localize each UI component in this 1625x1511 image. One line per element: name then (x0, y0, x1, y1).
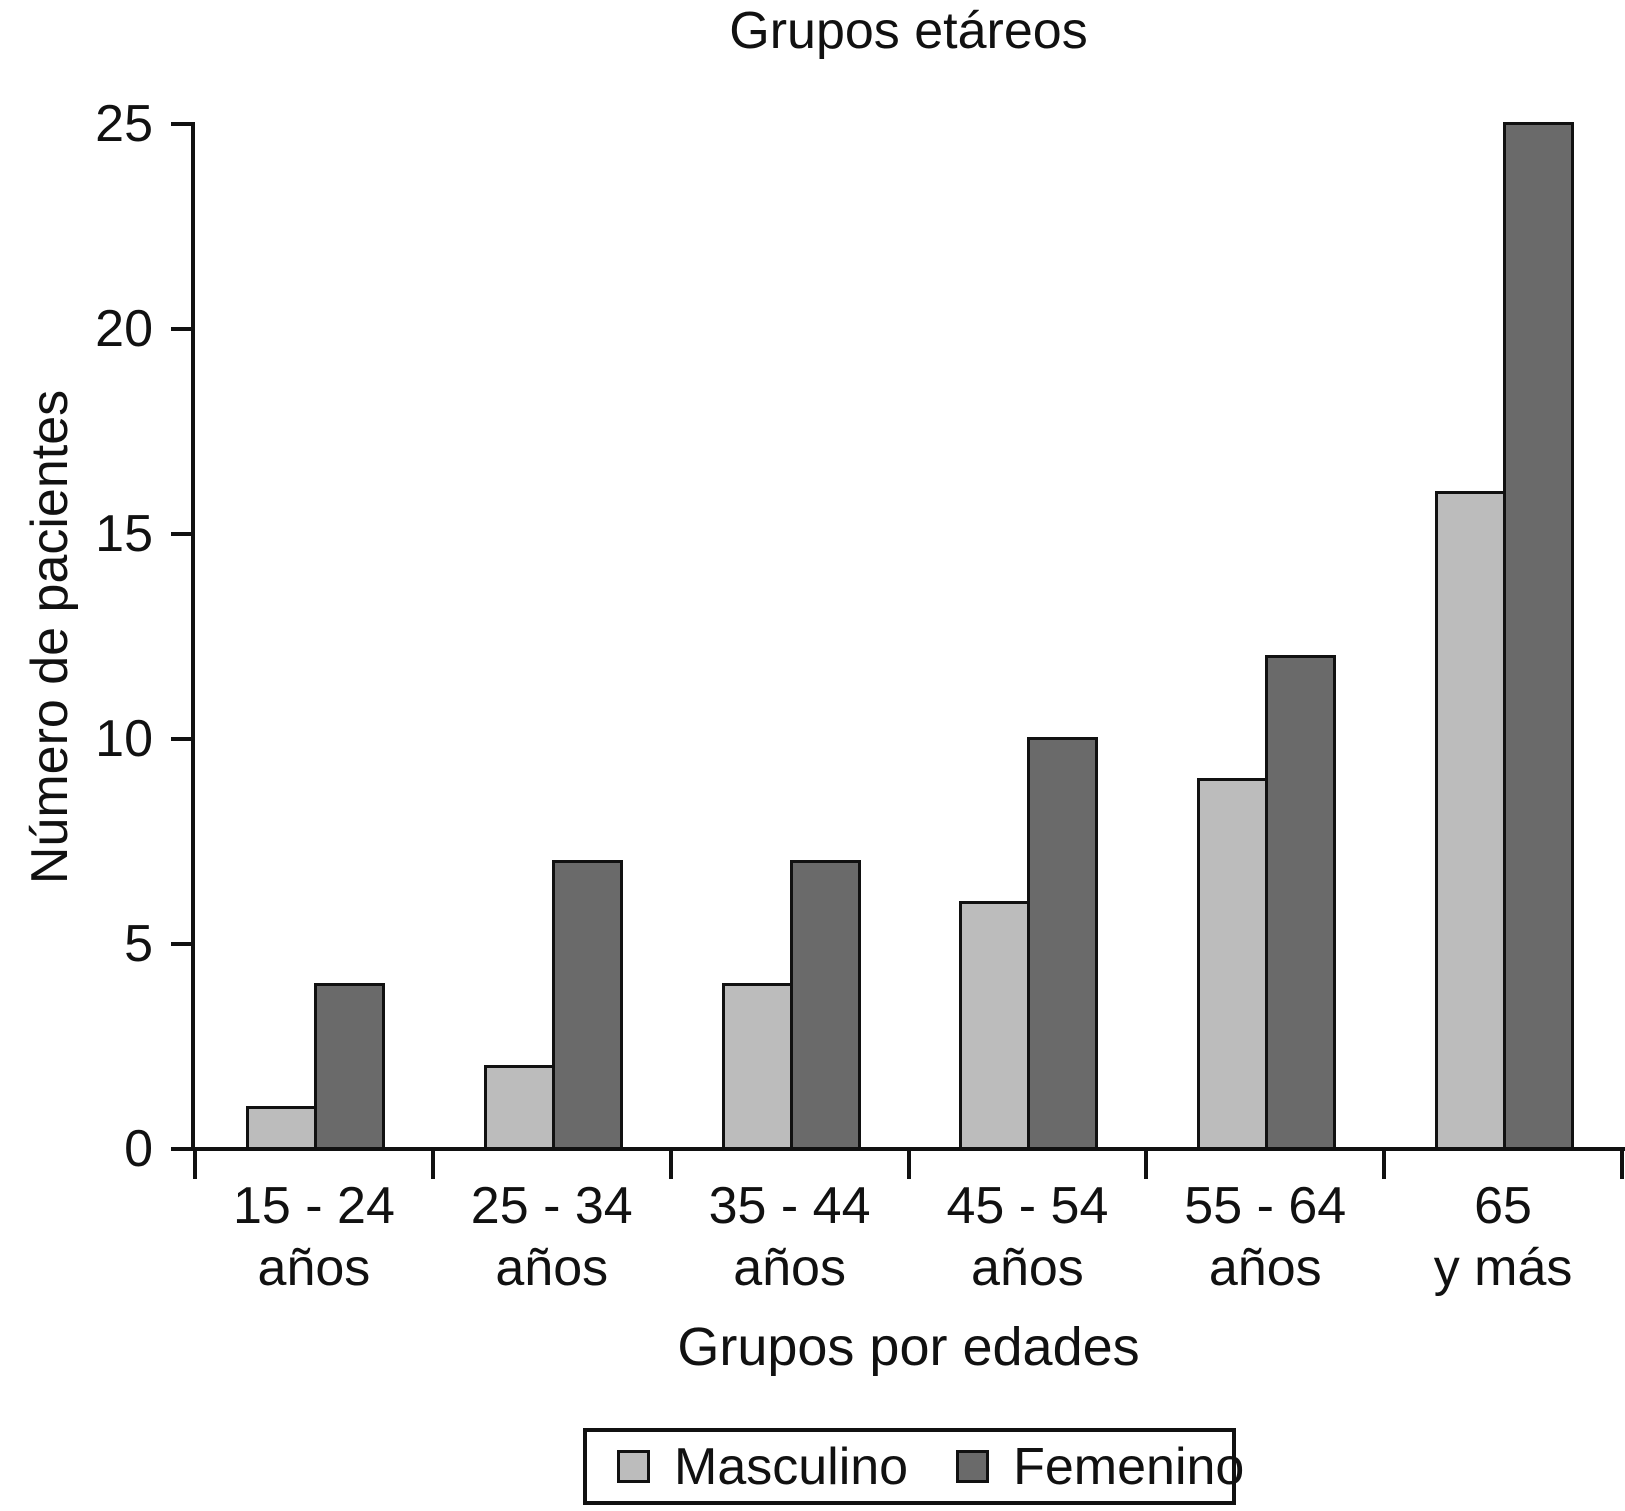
bar-masculino-4 (1197, 778, 1269, 1151)
y-tick-mark (171, 1147, 191, 1151)
x-tick-label: 15 - 24 años (195, 1175, 433, 1299)
legend-swatch-femenino (956, 1450, 990, 1483)
x-tick-label: 65 y más (1384, 1175, 1622, 1299)
x-tick-label-line1: 45 - 54 (946, 1177, 1109, 1235)
x-axis-line (191, 1147, 1625, 1151)
legend-label: Femenino (1013, 1437, 1245, 1496)
x-tick-label-line1: 15 - 24 (232, 1177, 395, 1235)
y-tick-label: 10 (95, 710, 153, 768)
x-tick-mark (1620, 1151, 1624, 1179)
y-tick-label: 0 (124, 1120, 153, 1178)
x-tick-label-line1: 25 - 34 (470, 1177, 633, 1235)
bar-masculino-2 (721, 983, 793, 1151)
bar-femenino-5 (1503, 122, 1575, 1151)
x-tick-mark (906, 1151, 911, 1179)
x-tick-mark (1144, 1151, 1149, 1179)
y-axis-line (191, 122, 195, 1151)
y-tick-label: 20 (95, 300, 153, 358)
y-tick-label: 25 (95, 95, 153, 153)
x-tick-mark (1382, 1151, 1387, 1179)
y-tick-mark (171, 532, 191, 536)
x-tick-label: 45 - 54 años (909, 1175, 1147, 1299)
x-tick-label-line2: años (971, 1239, 1084, 1297)
legend-item-femenino: Femenino (956, 1441, 1244, 1493)
bar-masculino-5 (1435, 491, 1507, 1151)
x-tick-label-line1: 55 - 64 (1184, 1177, 1347, 1235)
bar-masculino-0 (245, 1106, 317, 1151)
y-tick-mark (171, 122, 191, 126)
x-axis-title: Grupos por edades (677, 1317, 1140, 1377)
bar-femenino-0 (313, 983, 385, 1151)
y-tick-mark (171, 737, 191, 741)
x-tick-label-line2: años (257, 1239, 371, 1297)
x-tick-label: 35 - 44 años (671, 1175, 909, 1299)
bar-femenino-1 (551, 860, 623, 1151)
bar-femenino-2 (789, 860, 861, 1151)
bar-masculino-1 (483, 1065, 555, 1151)
x-tick-label-line1: 65 (1474, 1177, 1532, 1235)
x-tick-mark (668, 1151, 673, 1179)
chart-title: Grupos etáreos (729, 2, 1088, 60)
x-tick-label-line2: años (1208, 1239, 1322, 1297)
legend-item-masculino: Masculino (617, 1441, 908, 1493)
x-tick-label: 55 - 64 años (1146, 1175, 1384, 1299)
x-tick-mark (430, 1151, 435, 1179)
y-tick-mark (171, 327, 191, 331)
bar-femenino-4 (1265, 655, 1337, 1151)
y-tick-label: 15 (95, 505, 153, 563)
x-tick-mark (193, 1151, 197, 1179)
legend: Masculino Femenino (583, 1428, 1244, 1505)
x-tick-label-line1: 35 - 44 (708, 1177, 871, 1235)
legend-swatch-masculino (617, 1450, 650, 1483)
x-tick-label-line2: años (733, 1239, 846, 1297)
x-tick-label-line2: años (495, 1239, 609, 1297)
bar-masculino-3 (959, 901, 1031, 1151)
x-tick-label: 25 - 34 años (433, 1175, 671, 1299)
y-tick-mark (171, 942, 191, 946)
y-tick-label: 5 (124, 915, 153, 973)
x-tick-label-line2: y más (1433, 1239, 1573, 1297)
bar-femenino-3 (1027, 737, 1099, 1151)
legend-label: Masculino (674, 1437, 909, 1496)
